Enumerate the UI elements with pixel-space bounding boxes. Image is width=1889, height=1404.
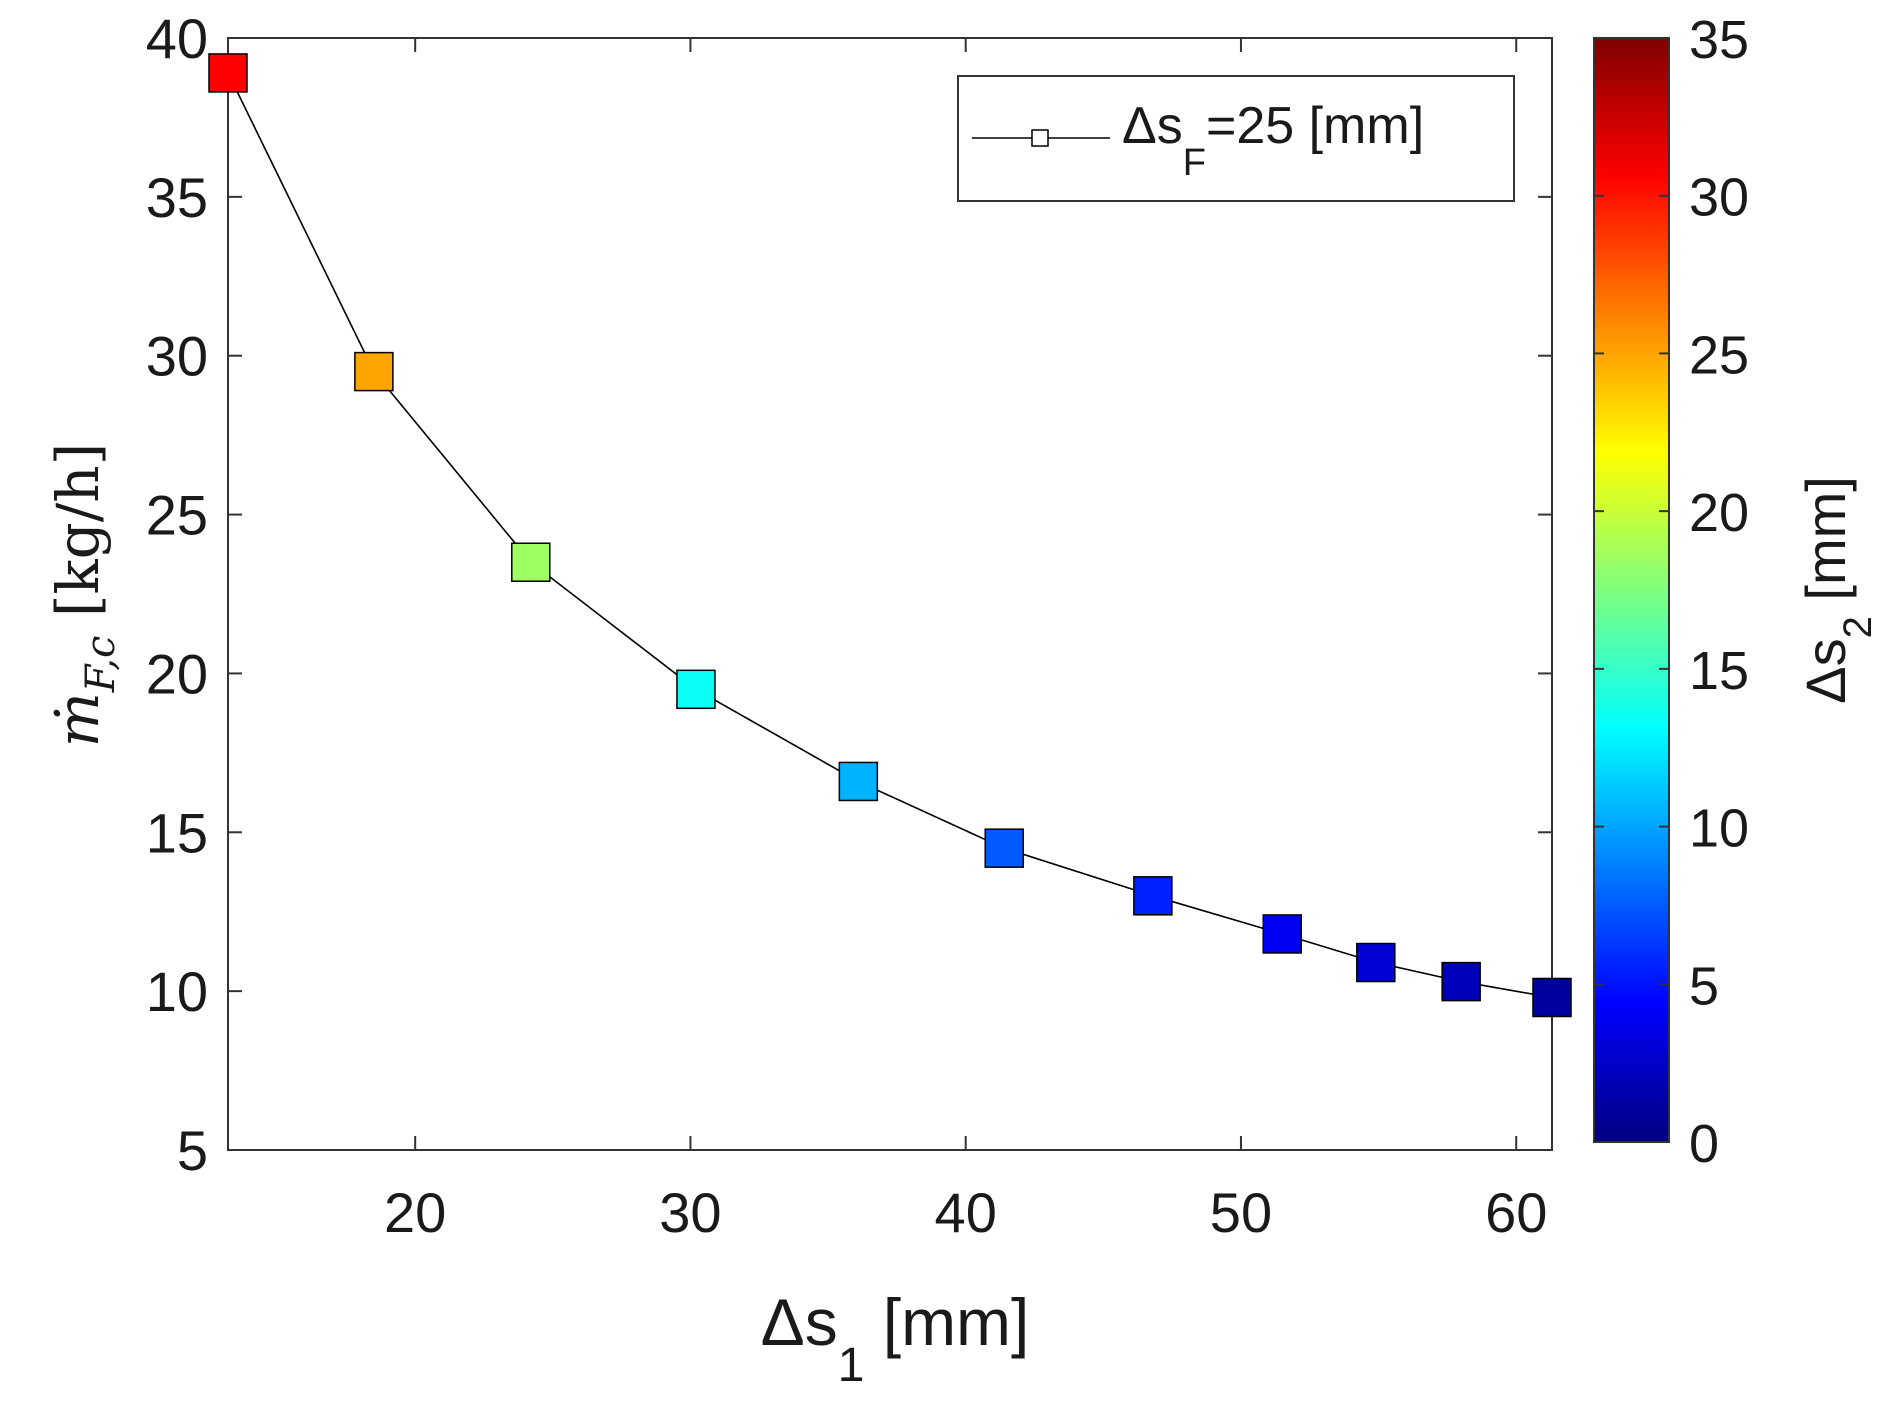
legend: ΔsF=25 [mm] — [957, 75, 1515, 202]
data-point — [208, 53, 248, 93]
data-point — [354, 351, 394, 392]
x-tick-label: 50 — [1210, 1181, 1272, 1244]
colorbar-tick-label: 20 — [1689, 483, 1749, 543]
y-axis-label-main: ṁ — [44, 692, 112, 747]
legend-marker-sample — [1031, 129, 1049, 147]
y-axis-label: ṁF,c [kg/h] — [44, 443, 124, 748]
y-tick-label: 25 — [146, 484, 208, 547]
data-point — [676, 669, 716, 710]
colorbar: 0 5 10 15 20 25 30 35 Δs2 [mm] — [1593, 10, 1880, 1174]
y-axis-label-sub: F,c — [78, 636, 124, 694]
x-axis-label-sub: 1 — [838, 1339, 865, 1392]
x-tick-label: 60 — [1485, 1181, 1547, 1244]
legend-label-main: Δs — [1122, 97, 1183, 155]
colorbar-tick-label: 15 — [1689, 641, 1749, 701]
data-point — [1262, 914, 1302, 954]
legend-label-sub: F — [1183, 142, 1206, 184]
y-axis-label-unit: [kg/h] — [44, 443, 112, 636]
colorbar-label-main: Δs — [1794, 638, 1857, 703]
y-tick-label: 40 — [146, 7, 208, 70]
colorbar-tick-label: 30 — [1689, 168, 1749, 228]
y-tick-label: 15 — [146, 801, 208, 864]
y-tick-label: 10 — [146, 960, 208, 1023]
y-tick-label: 5 — [177, 1119, 208, 1182]
x-axis-label-main: Δs — [761, 1285, 838, 1359]
colorbar-tick-label: 10 — [1689, 799, 1749, 859]
colorbar-gradient — [1593, 37, 1670, 1143]
x-axis-label: Δs1 [mm] — [761, 1285, 1030, 1392]
plot-area — [227, 37, 1553, 1151]
x-tick-label: 20 — [384, 1181, 446, 1244]
colorbar-tick-label: 35 — [1689, 10, 1749, 70]
data-point — [1356, 942, 1396, 983]
data-point — [1532, 977, 1572, 1018]
y-tick-label: 30 — [146, 325, 208, 388]
data-point — [511, 542, 551, 582]
data-point — [1133, 876, 1173, 916]
data-point — [1441, 961, 1481, 1002]
y-tick-label: 35 — [146, 166, 208, 229]
data-point — [838, 761, 879, 802]
colorbar-tick-label: 25 — [1689, 325, 1749, 385]
colorbar-label: Δs2 [mm] — [1794, 476, 1880, 704]
x-tick-label: 30 — [659, 1181, 721, 1244]
colorbar-tick-label: 5 — [1689, 956, 1719, 1016]
legend-label-rest: =25 [mm] — [1206, 97, 1424, 155]
legend-label: ΔsF=25 [mm] — [1122, 97, 1424, 184]
colorbar-label-unit: [mm] — [1794, 476, 1857, 616]
y-tick-label: 20 — [146, 642, 208, 705]
x-axis-label-unit: [mm] — [864, 1285, 1029, 1359]
colorbar-tick-label: 0 — [1689, 1114, 1719, 1174]
x-tick-label: 40 — [935, 1181, 997, 1244]
data-point — [984, 828, 1024, 868]
colorbar-label-sub: 2 — [1836, 616, 1880, 638]
